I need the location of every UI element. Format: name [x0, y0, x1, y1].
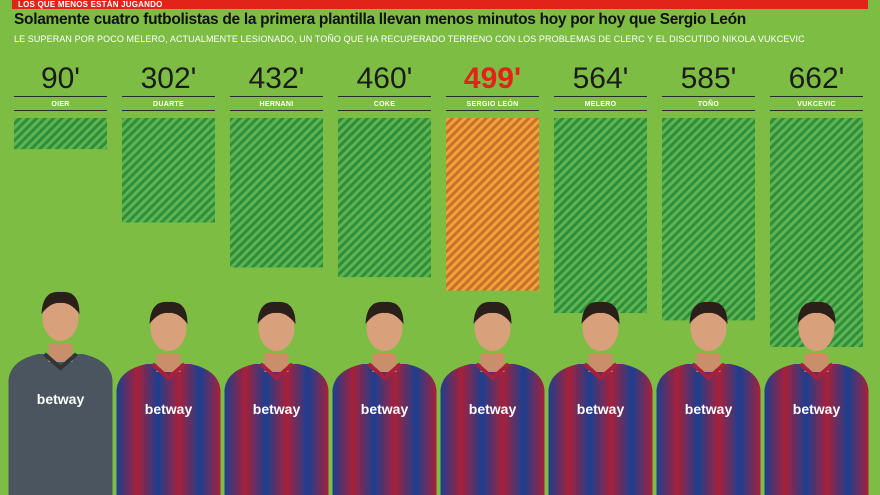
- category-label-coke: COKE: [374, 101, 395, 108]
- sponsor-label: betway: [793, 401, 841, 417]
- collar: [367, 362, 402, 381]
- jersey: [224, 364, 329, 495]
- top-red-bar: [12, 0, 868, 9]
- head: [42, 295, 79, 341]
- sponsor-label: betway: [361, 401, 409, 417]
- collar: [799, 362, 834, 381]
- hair: [365, 301, 404, 324]
- category-label-melero: MELERO: [585, 101, 617, 108]
- head: [366, 305, 403, 351]
- player-figure-oier: betway: [8, 291, 113, 495]
- value-label-melero: 564': [573, 62, 629, 95]
- jersey: [764, 364, 869, 495]
- neck: [372, 354, 397, 372]
- category-label-to-o: TOÑO: [698, 99, 720, 108]
- neck: [588, 354, 613, 372]
- page-subtitle: LE SUPERAN POR POCO MELERO, ACTUALMENTE …: [14, 34, 805, 44]
- player-figure-sergio-le-n: betway: [440, 301, 545, 495]
- jersey: [116, 364, 221, 495]
- sponsor-label: betway: [37, 391, 85, 407]
- value-label-hernani: 432': [249, 62, 305, 95]
- value-label-sergio-le-n: 499': [464, 62, 521, 95]
- category-label-hernani: HERNANI: [260, 101, 294, 108]
- hair: [473, 301, 512, 324]
- bar-melero: [554, 118, 647, 314]
- bar-duarte: [122, 118, 215, 223]
- value-label-coke: 460': [357, 62, 413, 95]
- value-label-duarte: 302': [141, 62, 197, 95]
- collar: [583, 362, 618, 381]
- jersey: [548, 364, 653, 495]
- player-figure-to-o: betway: [656, 301, 761, 495]
- neck: [804, 354, 829, 372]
- sponsor-label: betway: [469, 401, 517, 417]
- category-label-vukcevic: VUKCEVIC: [797, 101, 836, 108]
- bar-hernani: [230, 118, 323, 268]
- value-label-oier: 90': [41, 62, 80, 95]
- head: [150, 305, 187, 351]
- hair: [797, 301, 836, 324]
- head: [798, 305, 835, 351]
- sponsor-label: betway: [253, 401, 301, 417]
- neck: [156, 354, 181, 372]
- head: [582, 305, 619, 351]
- bar-coke: [338, 118, 431, 278]
- collar: [43, 352, 78, 371]
- collar: [151, 362, 186, 381]
- jersey: [440, 364, 545, 495]
- hair: [257, 301, 296, 324]
- jersey: [332, 364, 437, 495]
- head: [690, 305, 727, 351]
- bar-to-o: [662, 118, 755, 321]
- category-label-sergio-le-n: SERGIO LEÓN: [467, 99, 519, 108]
- player-figure-coke: betway: [332, 301, 437, 495]
- hair: [581, 301, 620, 324]
- player-figure-vukcevic: betway: [764, 301, 869, 495]
- page-title: Solamente cuatro futbolistas de la prime…: [14, 11, 746, 28]
- sponsor-label: betway: [577, 401, 625, 417]
- hair: [689, 301, 728, 324]
- category-label-oier: OIER: [51, 101, 69, 108]
- player-figure-duarte: betway: [116, 301, 221, 495]
- kicker-label: LOS QUE MENOS ESTÁN JUGANDO: [18, 0, 163, 9]
- player-figure-hernani: betway: [224, 301, 329, 495]
- collar: [259, 362, 294, 381]
- sponsor-label: betway: [685, 401, 733, 417]
- value-label-to-o: 585': [681, 62, 737, 95]
- hair: [41, 291, 80, 314]
- collar: [475, 362, 510, 381]
- sponsor-label: betway: [145, 401, 193, 417]
- neck: [696, 354, 721, 372]
- category-label-duarte: DUARTE: [153, 101, 184, 108]
- bar-sergio-le-n: [446, 118, 539, 291]
- neck: [48, 344, 73, 362]
- jersey: [8, 354, 113, 495]
- neck: [264, 354, 289, 372]
- hair: [149, 301, 188, 324]
- value-label-vukcevic: 662': [789, 62, 845, 95]
- head: [474, 305, 511, 351]
- jersey: [656, 364, 761, 495]
- neck: [480, 354, 505, 372]
- player-figure-melero: betway: [548, 301, 653, 495]
- head: [258, 305, 295, 351]
- bar-oier: [14, 118, 107, 150]
- collar: [691, 362, 726, 381]
